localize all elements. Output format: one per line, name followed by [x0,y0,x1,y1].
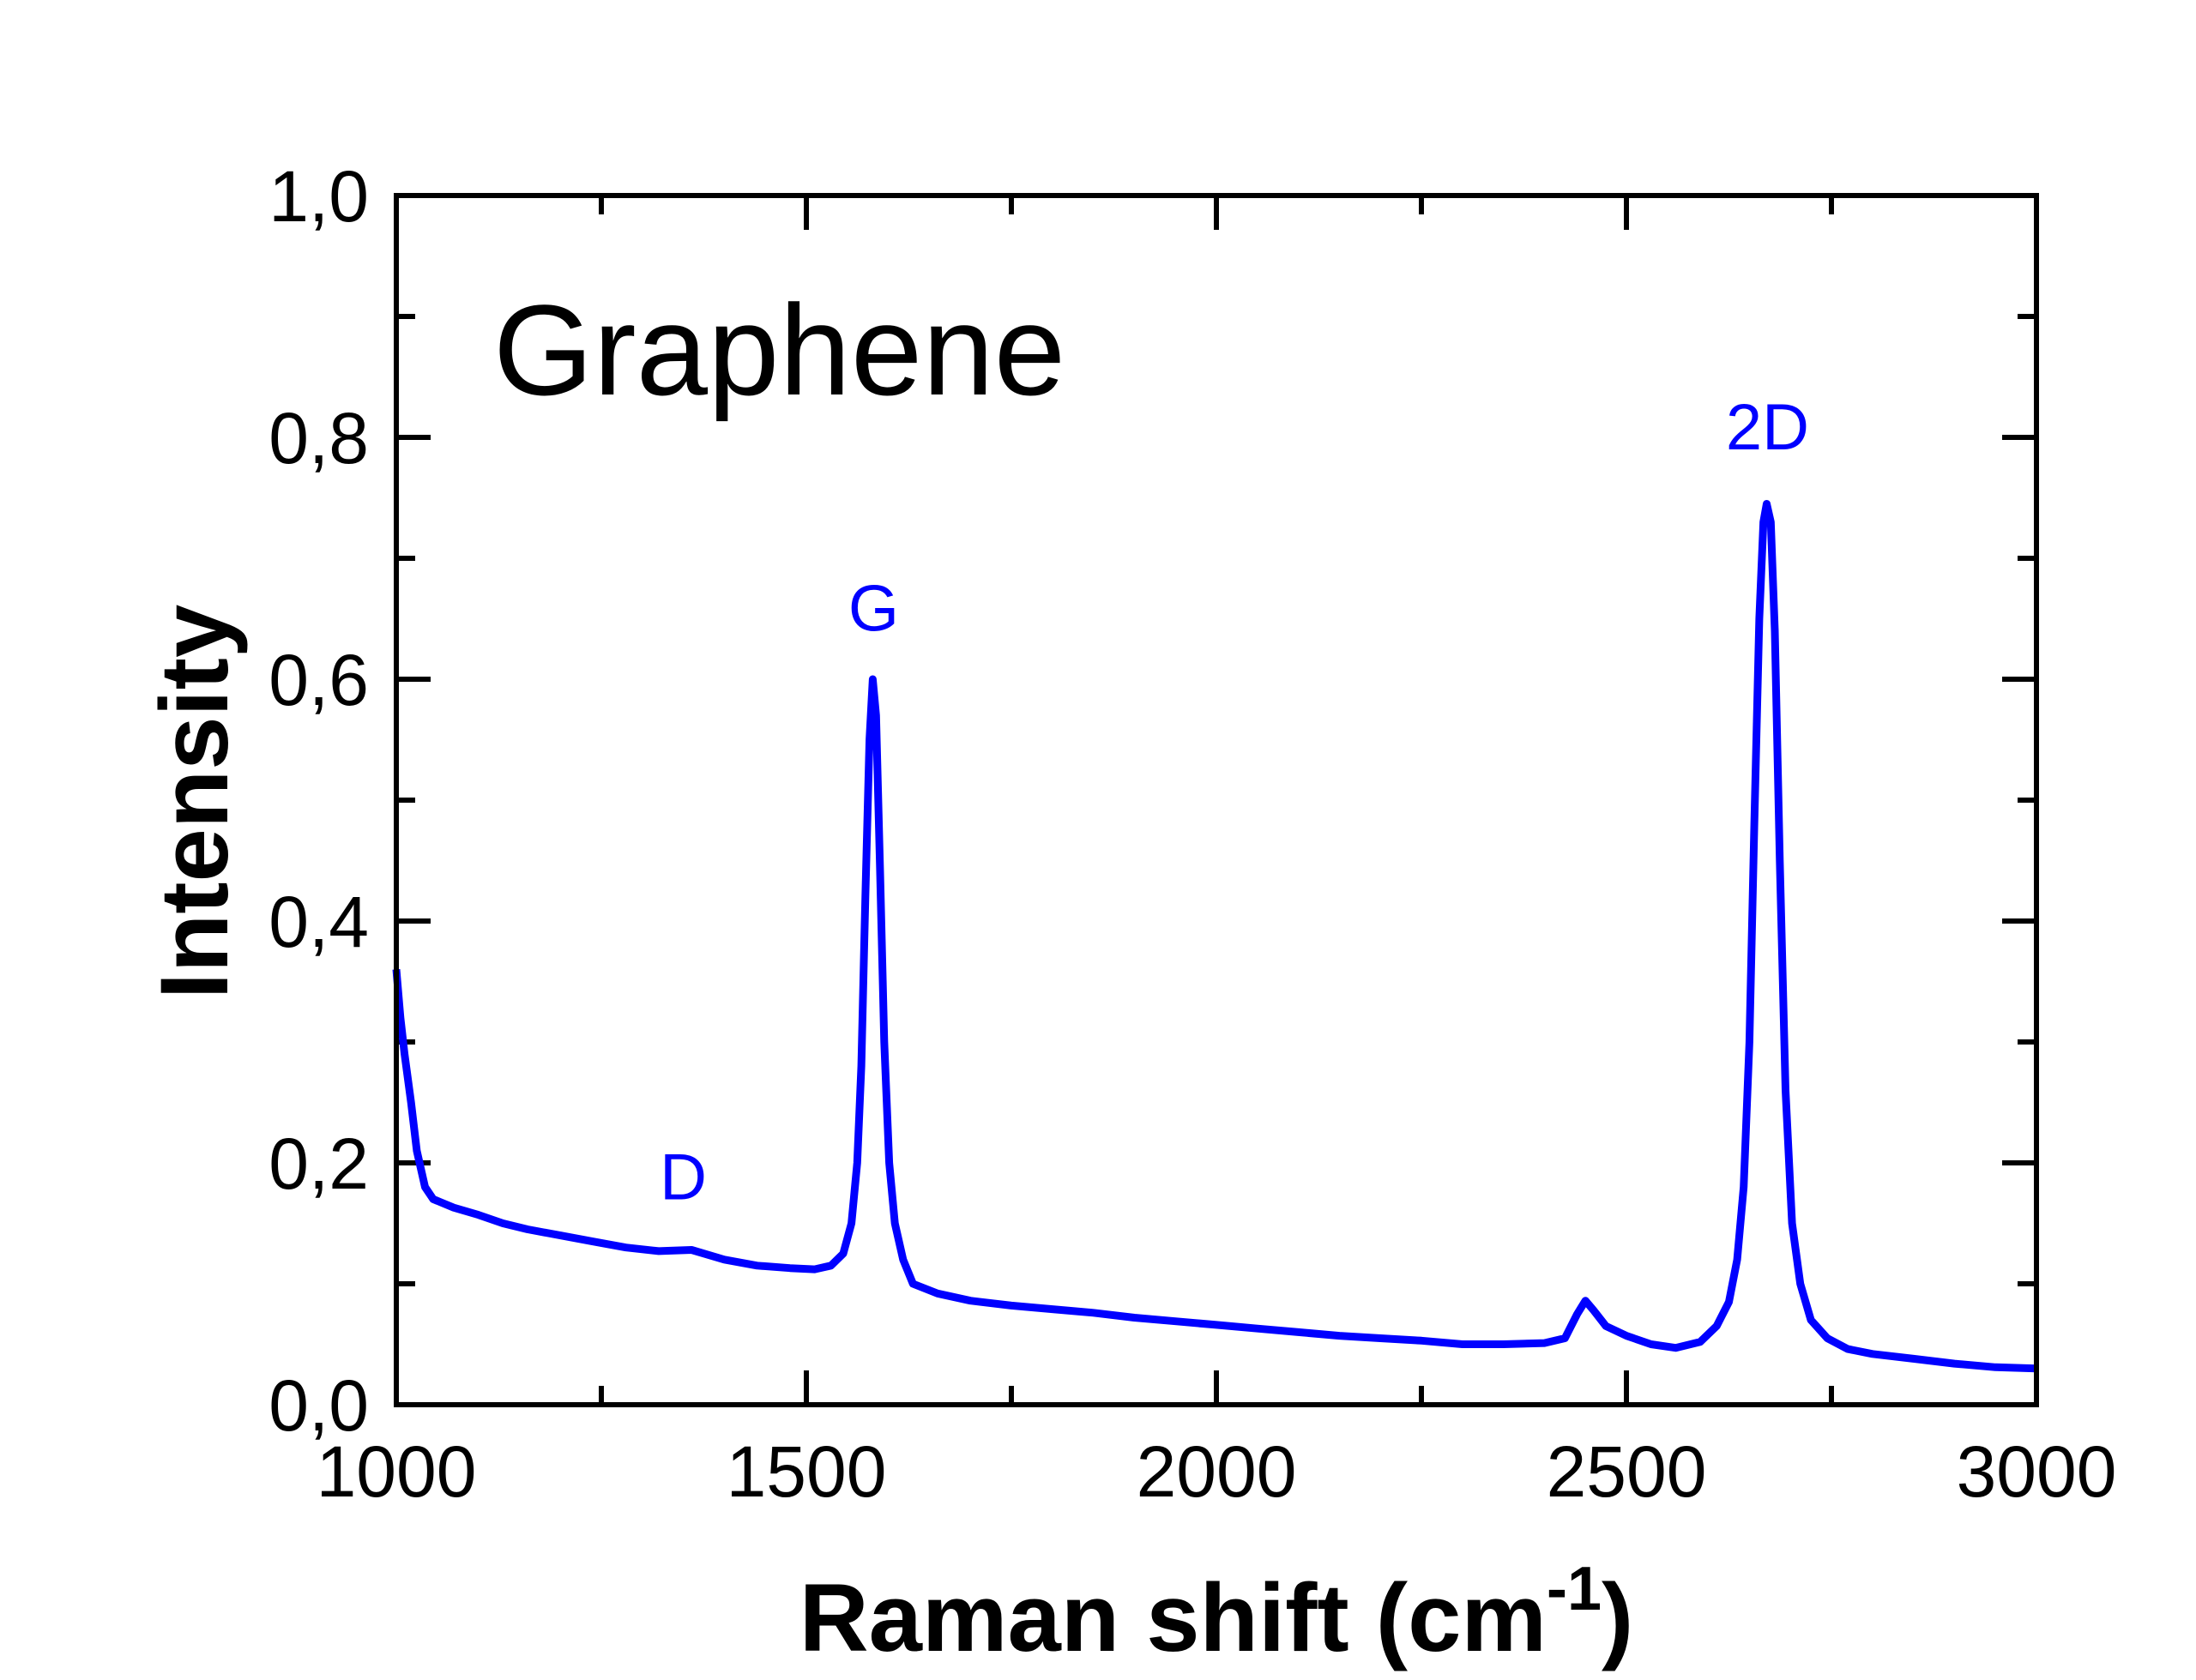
peak-label-d: D [660,1141,707,1213]
x-tick-label: 2500 [1547,1431,1707,1512]
x-tick-label: 3000 [1957,1431,2117,1512]
peak-label-g: G [848,573,899,646]
y-tick-label: 0,2 [268,1123,369,1204]
y-tick-label: 0,8 [268,398,369,479]
y-tick-label: 0,0 [268,1365,369,1446]
x-axis-label: Raman shift (cm-1) [799,1555,1634,1671]
y-tick-label: 0,4 [268,882,369,962]
plot-frame [394,193,2039,1407]
graphene-label: Graphene [493,278,1065,422]
y-tick-label: 1,0 [268,156,369,237]
x-axis-label-close: ) [1602,1564,1633,1671]
y-axis-label: Intensity [141,605,248,1000]
spectrum-line [392,500,2037,1373]
peak-labels: D G 2D [660,391,1809,1213]
x-tick-label: 2000 [1137,1431,1297,1512]
tick-labels: 1000 1500 2000 2500 3000 0,0 0,2 0,4 0,6 0,8 1,0 [268,156,2116,1512]
x-axis-label-main: Raman shift (cm [799,1564,1547,1671]
y-tick-label: 0,6 [268,640,369,720]
x-tick-label: 1500 [727,1431,887,1512]
peak-label-2d: 2D [1726,391,1809,464]
x-tick-label: 1000 [317,1431,477,1512]
x-axis-label-sup: -1 [1547,1555,1602,1623]
